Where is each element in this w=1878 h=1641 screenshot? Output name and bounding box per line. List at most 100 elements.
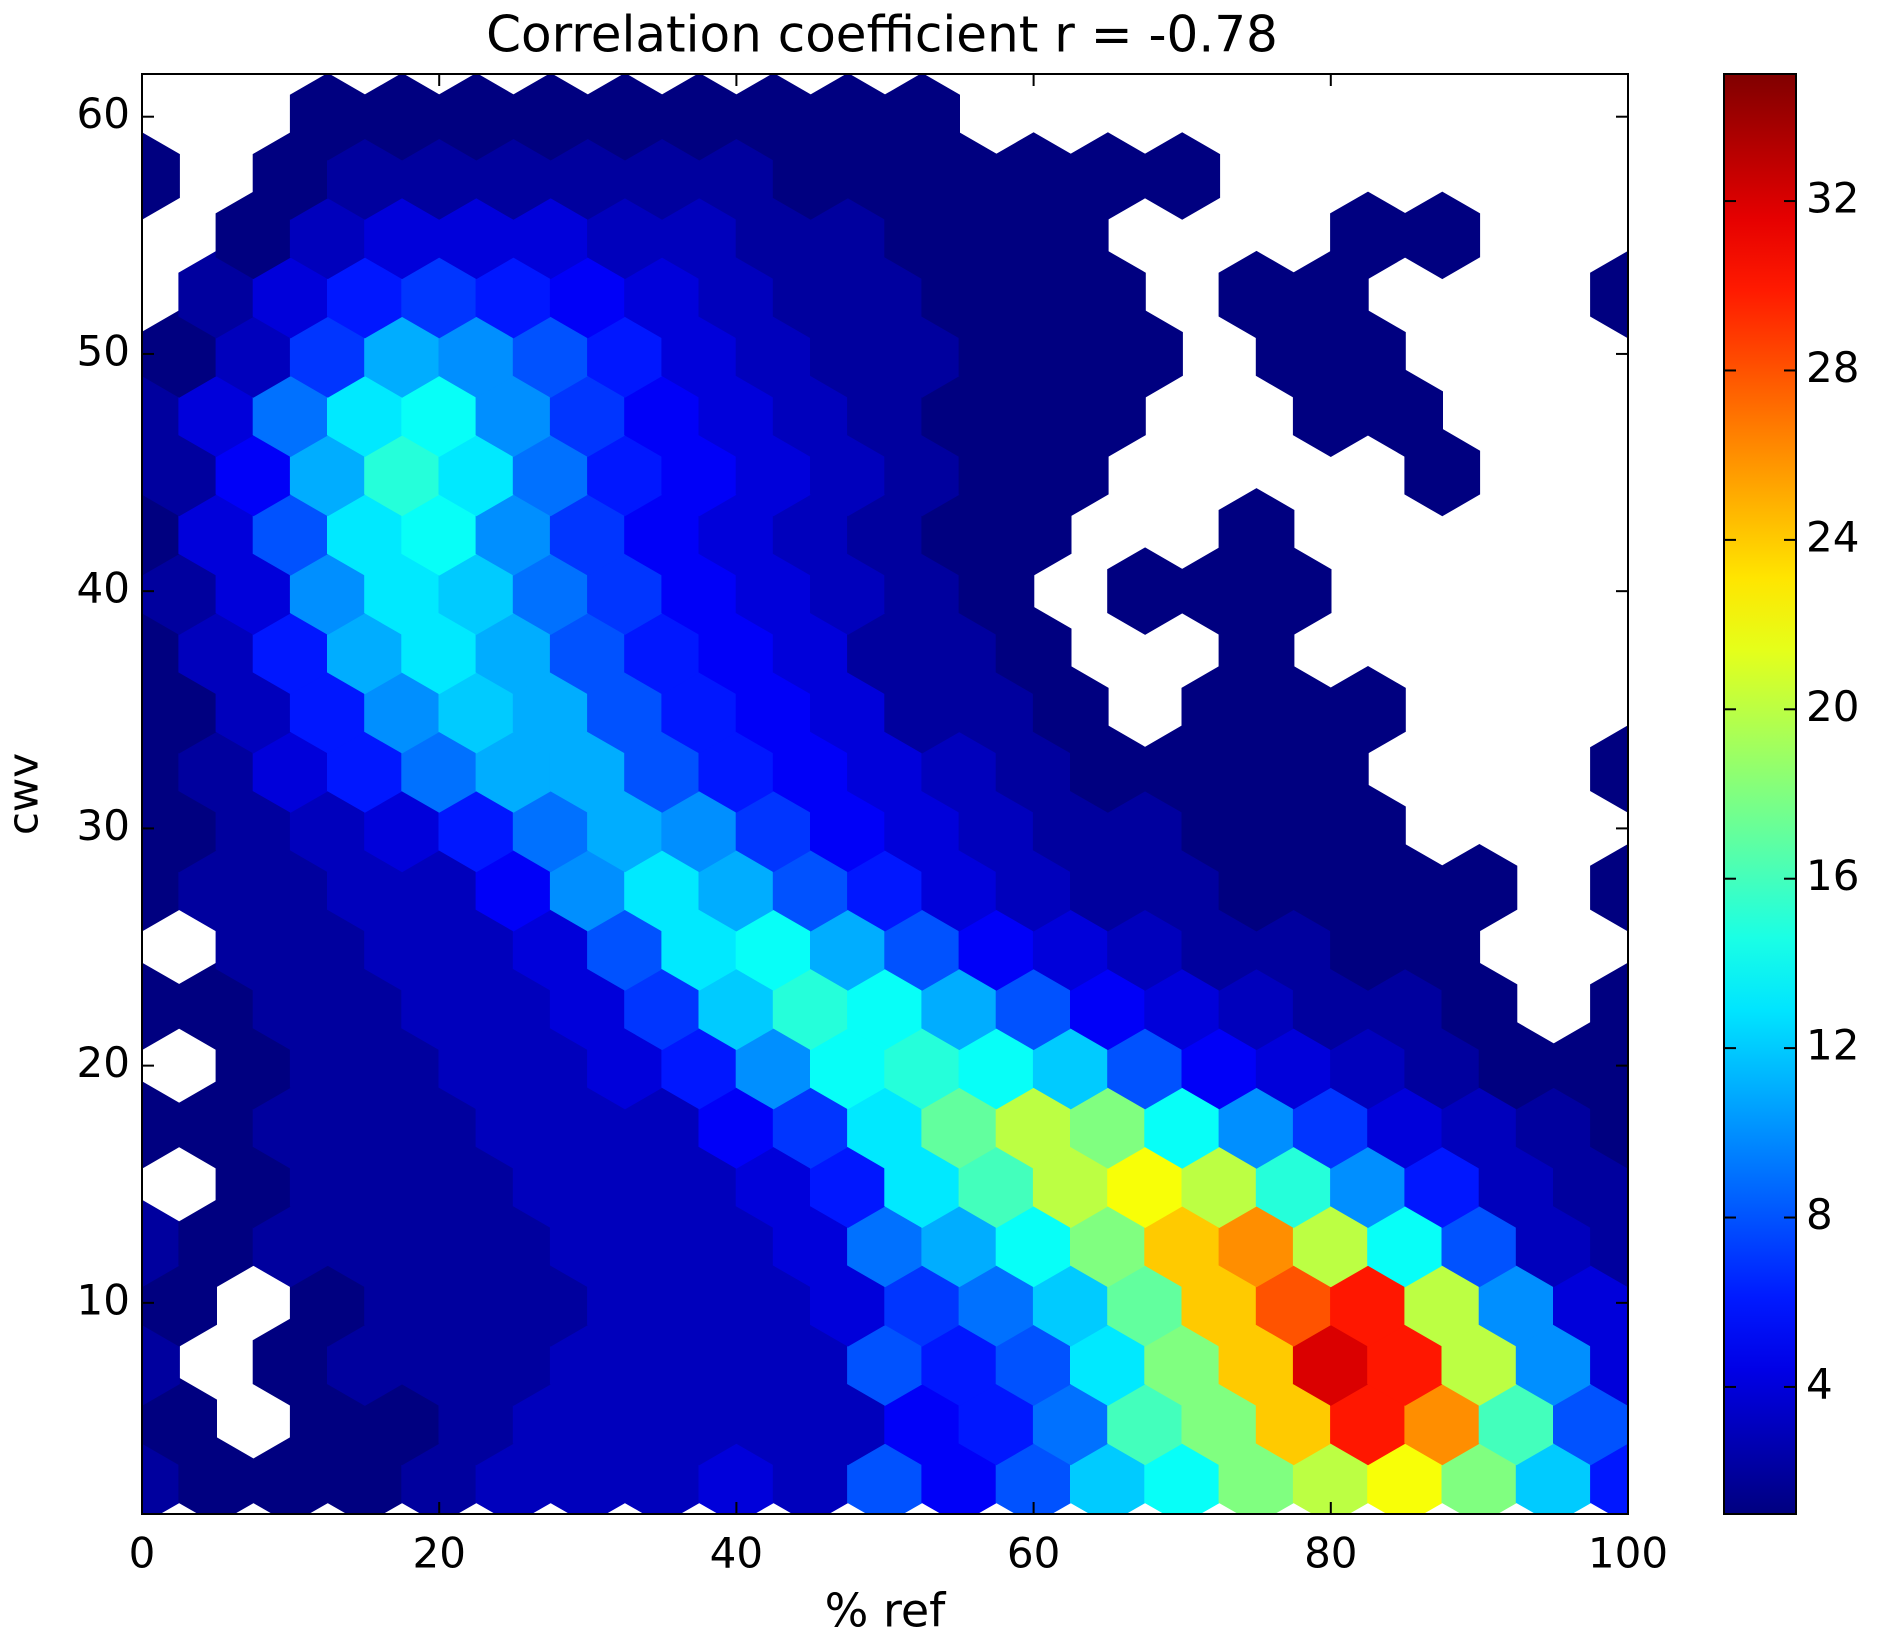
hex-cell [1070,250,1146,339]
hex-cell [289,191,366,280]
hex-cell [1181,1259,1258,1347]
hex-cell [661,428,738,517]
hex-cell [1292,1199,1369,1288]
hex-cell [958,428,1035,517]
hex-cell [624,488,700,576]
hex-cell [178,725,255,813]
hex-cell [1255,903,1332,991]
hex-cell [587,428,663,517]
hex-cell [884,428,960,517]
hex-cell [735,1259,812,1347]
hex-cell [1330,1259,1406,1347]
x-tick-label: 60 [1007,1529,1060,1578]
hex-cell [327,725,403,813]
hex-cell [624,132,700,220]
hex-cell [327,132,403,220]
hex-cell [884,1259,960,1347]
hex-cell [289,310,366,398]
hex-cell [549,1199,626,1288]
hex-cell [995,488,1072,576]
hex-cell [884,784,960,873]
y-tick-label: 20 [77,1038,130,1087]
hex-cell [549,369,626,457]
hex-cell [1218,962,1295,1051]
hex-cell [921,132,998,220]
hex-cell [698,1318,775,1406]
hex-cell [289,428,366,517]
hex-cell [252,606,329,695]
hex-cell [735,547,812,635]
x-tick-label: 20 [412,1529,465,1578]
hex-cell [1292,1437,1369,1514]
hex-cell [1478,1140,1555,1228]
hex-cell [772,725,849,813]
hex-cell [661,903,738,991]
hex-cell [1553,1140,1628,1228]
hex-cell [364,1259,440,1347]
hex-cell [884,74,960,161]
hex-cell [475,132,552,220]
hex-cell [327,844,403,932]
hex-cell [772,132,849,220]
hex-cell [438,1140,515,1228]
hex-cell [1032,903,1109,991]
hex-cell [810,191,886,280]
hex-cell [549,962,626,1051]
hex-cell [252,1081,329,1169]
hex-cell [772,844,849,932]
hex-cell [1107,1377,1183,1466]
hex-cell [327,1199,403,1288]
hex-cell [661,666,738,754]
hex-cell [587,547,663,635]
hex-cell [995,1318,1072,1406]
hex-cell [252,488,329,576]
hex-cell [1032,784,1109,873]
hex-cell [142,1199,180,1288]
hex-cell [772,488,849,576]
hex-cell [587,310,663,398]
hex-cell [1404,1259,1481,1347]
hex-cell [1144,962,1221,1051]
hex-cell [810,1377,886,1466]
hex-cell [624,1318,700,1406]
hex-cell [289,547,366,635]
hex-cell [995,369,1072,457]
hex-cell [401,1318,478,1406]
colorbar-tick-label: 24 [1806,512,1859,561]
y-tick-label: 60 [77,89,130,138]
hex-cell [549,1081,626,1169]
hex-cell [921,1318,998,1406]
hex-cell [1478,1259,1555,1347]
hex-cell [327,369,403,457]
hex-cell [142,1259,217,1347]
hex-cell [401,606,478,695]
hex-cell [252,1318,329,1406]
hex-cell [1181,1140,1258,1228]
hex-cell [995,606,1072,695]
hex-cell [1330,1140,1406,1228]
hex-cell [1218,606,1295,695]
hex-cell [810,1140,886,1228]
hex-cell [289,1021,366,1110]
hex-cell [958,1140,1035,1228]
hex-cell [1515,1081,1592,1169]
hex-cell [1367,1199,1443,1288]
hex-cell [698,844,775,932]
hex-cell [587,191,663,280]
hex-cell [252,1199,329,1288]
hex-cell [178,488,255,576]
hex-cell [1255,310,1332,398]
hex-cell [1255,547,1332,635]
hex-cell [512,1021,589,1110]
colorbar-tick-label: 20 [1806,682,1859,731]
hex-cell [1144,844,1221,932]
hex-cell [735,1021,812,1110]
hex-cell [1218,250,1295,339]
hex-cell [1367,1437,1443,1514]
hex-cell [438,1377,515,1466]
hex-cell [1441,1199,1518,1288]
hex-cell [401,962,478,1051]
hex-cell [921,488,998,576]
hex-cell [289,1377,366,1466]
